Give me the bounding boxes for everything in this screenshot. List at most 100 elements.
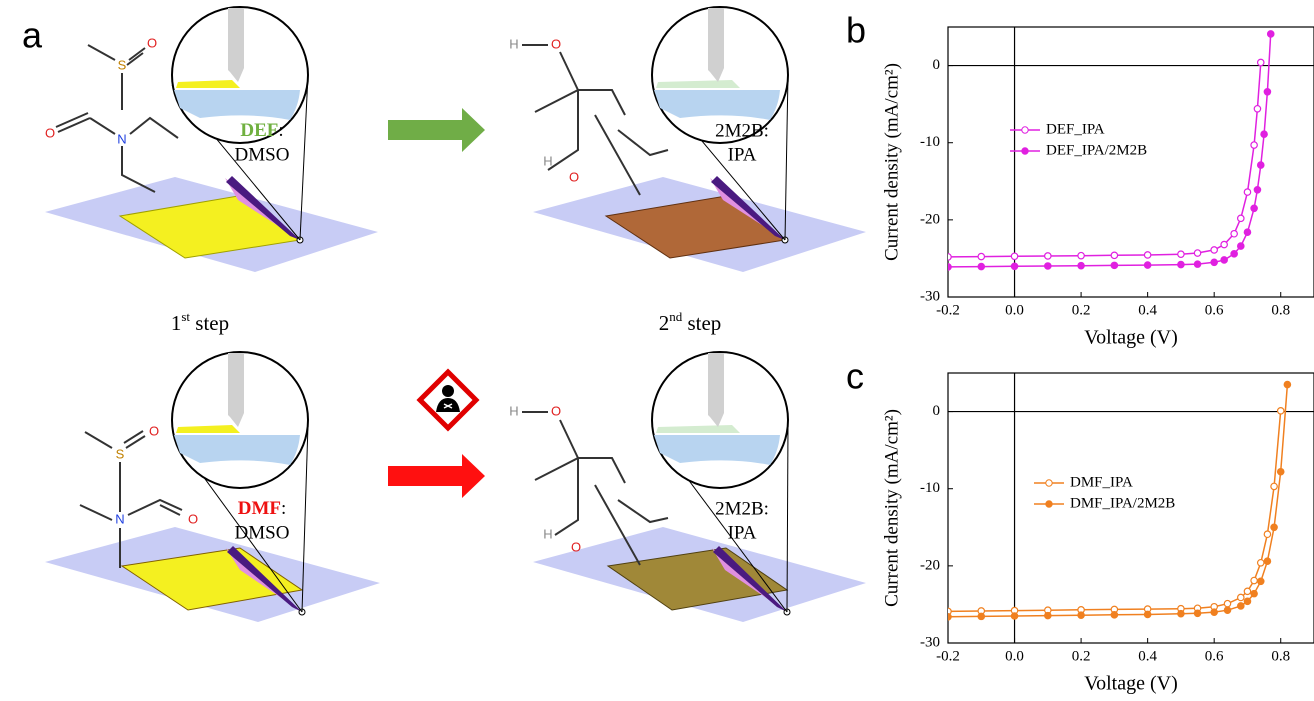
- data-point: [1220, 240, 1228, 249]
- zoom-line: [784, 74, 789, 241]
- row1-left: S O O N DEF: DMSO: [45, 6, 378, 272]
- blade-edge: [711, 176, 785, 240]
- data-point: [1270, 523, 1278, 532]
- colon: :: [281, 498, 286, 519]
- data-point: [1250, 141, 1258, 149]
- zoom-line: [299, 74, 309, 241]
- data-point: [1223, 599, 1232, 608]
- series-line: [948, 62, 1262, 258]
- legend-marker: [1021, 147, 1029, 155]
- atom: H: [509, 403, 518, 418]
- solvent-label: DEF:: [240, 120, 283, 141]
- atom: O: [45, 125, 55, 140]
- data-point: [1243, 587, 1252, 596]
- panel-label: c: [846, 356, 864, 397]
- legend-label: DMF_IPA/2M2B: [1070, 495, 1175, 511]
- x-tick-label: 0.2: [1072, 648, 1091, 664]
- data-point: [977, 252, 986, 261]
- data-point: [1177, 260, 1185, 269]
- x-tick-label: 0.2: [1072, 302, 1091, 318]
- atom: H: [543, 153, 552, 168]
- data-point: [948, 607, 952, 616]
- hazard-icon: [416, 368, 480, 432]
- data-point: [1253, 185, 1262, 194]
- data-point: [1270, 482, 1278, 491]
- data-point: [1256, 161, 1265, 169]
- data-point: [1263, 557, 1272, 566]
- zoom-film: [176, 80, 240, 88]
- step-word: step: [190, 311, 229, 335]
- atom: S: [116, 446, 125, 461]
- zoom-blade: [708, 8, 724, 82]
- alcohol-bonds: [522, 411, 669, 566]
- data-point: [1283, 380, 1292, 389]
- plot-area: [948, 380, 1292, 621]
- blade-edge: [713, 546, 787, 612]
- blade-edge: [226, 176, 300, 240]
- dmso-bonds: [87, 44, 146, 110]
- data-point: [1077, 611, 1085, 620]
- data-point: [948, 253, 952, 261]
- y-tick-label: -10: [920, 480, 940, 496]
- y-axis-label: Current density (mA/cm²): [881, 409, 902, 607]
- alcohol-bonds: [522, 44, 669, 196]
- data-point: [1077, 261, 1085, 270]
- data-point: [1243, 228, 1252, 237]
- arrow: [388, 454, 485, 498]
- y-axis-label: Current density (mA/cm²): [881, 63, 902, 261]
- co-solvent: DMSO: [235, 144, 290, 165]
- step-num: 1: [171, 311, 182, 335]
- atom: O: [551, 403, 561, 418]
- data-point: [1276, 406, 1285, 415]
- y-tick-label: 0: [933, 57, 941, 73]
- series-line: [948, 33, 1272, 268]
- data-point: [1250, 589, 1258, 598]
- data-point: [1276, 467, 1285, 476]
- legend-label: DEF_IPA/2M2B: [1046, 142, 1147, 158]
- data-point: [1193, 260, 1202, 268]
- y-tick-label: -30: [920, 288, 940, 304]
- atom: N: [117, 131, 126, 146]
- row2-right: H O H O 2M2B: IPA: [509, 351, 866, 622]
- step-label: 1st step: [171, 309, 229, 335]
- blade-edge: [227, 546, 302, 612]
- zoom-film: [176, 425, 240, 433]
- data-point: [1110, 261, 1119, 270]
- data-point: [948, 263, 952, 271]
- data-point: [1143, 610, 1152, 619]
- step-sup: st: [181, 309, 190, 324]
- zoom-film: [656, 425, 740, 433]
- co-anti-solvent: IPA: [728, 522, 757, 543]
- data-point: [1237, 593, 1245, 602]
- atom: S: [118, 57, 127, 72]
- step-label: 2nd step: [659, 309, 722, 335]
- co-solvent: DMSO: [235, 522, 290, 543]
- panel-label: b: [846, 10, 866, 51]
- data-point: [1010, 252, 1019, 261]
- dmf-bonds: [79, 430, 183, 568]
- zoom-film: [656, 80, 740, 88]
- zoom-line: [786, 424, 789, 613]
- x-axis-label: Voltage (V): [1084, 327, 1178, 349]
- co-anti-solvent: IPA: [728, 144, 757, 165]
- atom: N: [115, 511, 124, 526]
- x-tick-label: 0.4: [1138, 302, 1157, 318]
- solvent-label: DMF:: [238, 498, 287, 519]
- data-point: [1253, 104, 1262, 113]
- data-point: [1237, 602, 1245, 610]
- data-point: [1010, 612, 1019, 620]
- zoom-liquid: [654, 435, 780, 465]
- data-point: [1143, 251, 1152, 259]
- atom: O: [551, 36, 561, 51]
- data-point: [1223, 606, 1232, 615]
- x-axis-label: Voltage (V): [1084, 673, 1178, 695]
- zoom-blade: [708, 353, 724, 427]
- data-point: [1243, 597, 1252, 606]
- film: [120, 547, 304, 611]
- atom: H: [543, 526, 552, 541]
- data-point: [1177, 609, 1185, 618]
- y-tick-label: -10: [920, 134, 940, 150]
- step-num: 2: [659, 311, 670, 335]
- data-point: [1143, 261, 1152, 269]
- data-point: [1077, 251, 1085, 260]
